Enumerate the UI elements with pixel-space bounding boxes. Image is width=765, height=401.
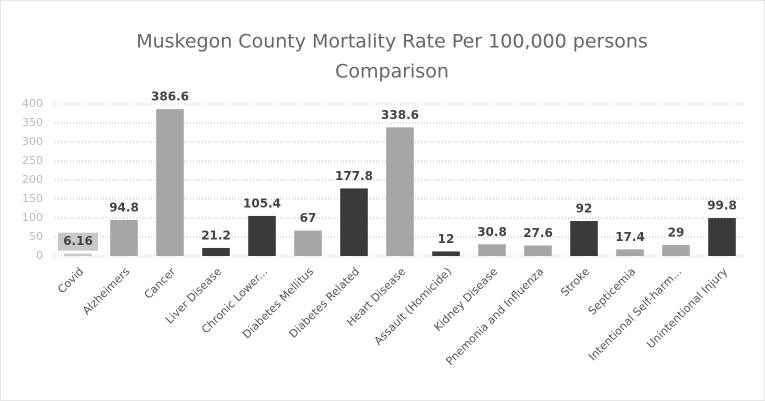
y-tick-label: 100 (22, 211, 43, 224)
bar (64, 253, 92, 256)
data-label: 30.8 (477, 225, 507, 239)
data-label: 94.8 (109, 200, 139, 214)
data-label: 105.4 (243, 196, 281, 210)
bar (616, 249, 644, 256)
bar (478, 244, 506, 256)
y-tick-label: 350 (22, 116, 43, 129)
data-label: 29 (668, 225, 685, 239)
data-label: 21.2 (201, 228, 231, 242)
data-label: 6.16 (63, 234, 93, 248)
bar (248, 215, 276, 256)
data-label: 27.6 (523, 226, 553, 240)
bar (294, 230, 322, 256)
data-label: 92 (576, 202, 593, 216)
y-tick-label: 0 (36, 249, 43, 262)
bar (524, 245, 552, 256)
data-label: 177.8 (335, 169, 373, 183)
data-label-box (58, 232, 98, 251)
bar (432, 251, 460, 256)
y-tick-label: 250 (22, 154, 43, 167)
data-label: 338.6 (381, 108, 419, 122)
chart-subtitle: Comparison (335, 61, 449, 83)
data-label: 386.6 (151, 90, 189, 104)
data-label: 17.4 (615, 230, 645, 244)
data-label: 67 (300, 211, 317, 225)
y-tick-label: 300 (22, 135, 43, 148)
bar (570, 221, 598, 256)
bar (386, 127, 414, 256)
chart-title: Muskegon County Mortality Rate Per 100,0… (136, 31, 648, 53)
bar (708, 218, 736, 256)
y-tick-label: 200 (22, 173, 43, 186)
y-tick-label: 400 (22, 97, 43, 110)
data-label: 99.8 (707, 199, 737, 213)
bar (662, 244, 690, 256)
data-label: 12 (438, 232, 455, 246)
bar (110, 219, 138, 256)
bar (340, 188, 368, 256)
y-tick-label: 150 (22, 192, 43, 205)
bar (202, 247, 230, 256)
y-tick-label: 50 (29, 230, 43, 243)
bar (156, 109, 184, 256)
